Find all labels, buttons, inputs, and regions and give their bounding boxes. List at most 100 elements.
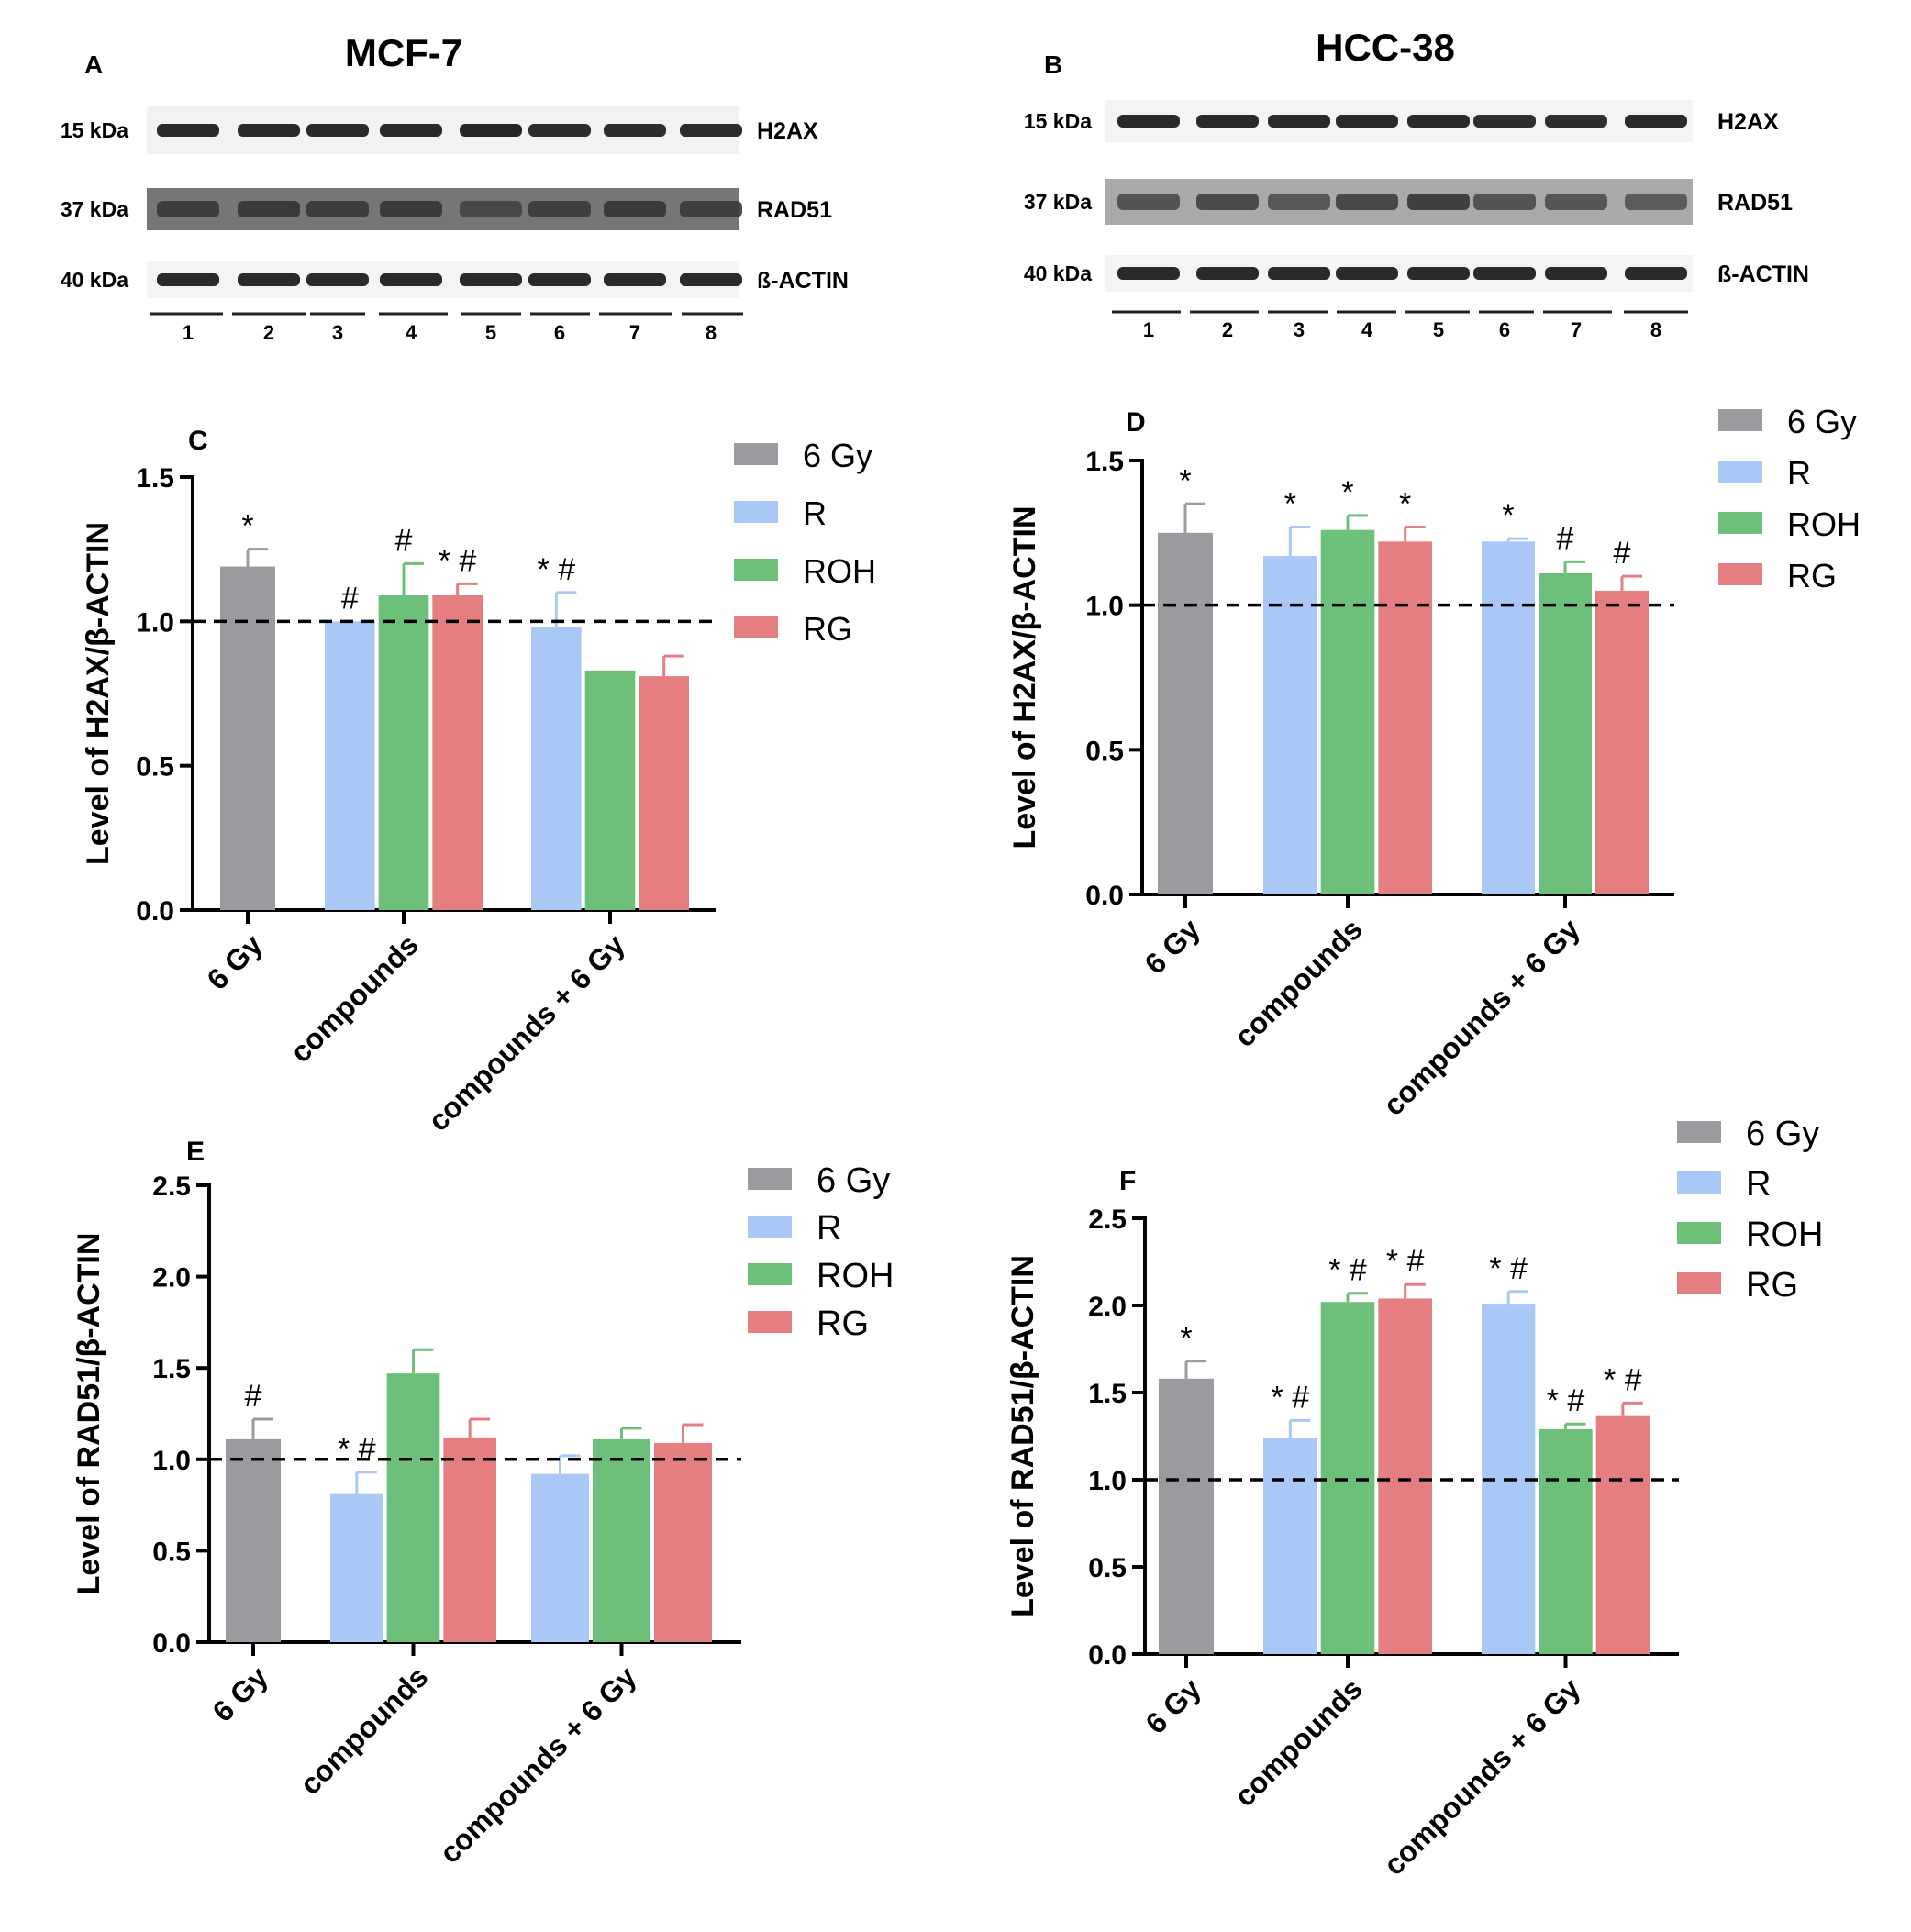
chart-d: D 0.0 0.5 1.0 1.5 Level of H2AX/β-ACTIN * * * * * #… xyxy=(1007,403,1861,1122)
significance-mark: # xyxy=(395,523,413,558)
y-tick-label: 0.0 xyxy=(1085,881,1124,911)
blot-band xyxy=(1545,267,1607,280)
blot-band xyxy=(380,124,442,137)
blot-band xyxy=(238,201,300,217)
significance-mark: * xyxy=(241,509,253,544)
protein-label: H2AX xyxy=(757,118,818,144)
blot-band xyxy=(306,124,369,137)
bar-rg xyxy=(1595,1415,1650,1654)
lane-number: 1 xyxy=(1143,318,1154,341)
y-tick-label: 0.5 xyxy=(152,1537,191,1567)
significance-mark: * xyxy=(1502,498,1514,533)
protein-label: ß-ACTIN xyxy=(1717,261,1809,287)
x-tick-label: compounds xyxy=(294,1660,435,1801)
molecular-weight-label: 15 kDa xyxy=(61,118,128,142)
y-tick-label: 1.0 xyxy=(136,607,174,638)
blot-band xyxy=(1473,115,1536,128)
significance-mark: * xyxy=(1341,475,1353,510)
x-tick-label: compounds + 6 Gy xyxy=(1376,912,1586,1122)
molecular-weight-label: 15 kDa xyxy=(1024,109,1092,133)
molecular-weight-label: 37 kDa xyxy=(1024,190,1092,214)
legend-swatch xyxy=(1718,461,1762,483)
blot-band xyxy=(1196,194,1259,210)
legend-swatch xyxy=(748,1263,792,1285)
blot-title: MCF-7 xyxy=(345,31,462,74)
legend-swatch xyxy=(1718,409,1762,431)
y-tick-label: 1.0 xyxy=(1085,592,1124,622)
blot-band xyxy=(1473,267,1536,280)
blot-band xyxy=(1545,194,1607,210)
bar-r xyxy=(330,1493,383,1642)
bar-r xyxy=(1482,541,1535,894)
blot-band xyxy=(1336,267,1398,280)
blot-band xyxy=(1268,267,1330,280)
legend-label: ROH xyxy=(1787,505,1861,543)
panel-letter-a: A xyxy=(84,50,103,79)
lane-number: 8 xyxy=(1650,318,1661,341)
panel-letter-d: D xyxy=(1126,407,1146,438)
significance-mark: * # xyxy=(439,543,477,578)
significance-mark: # xyxy=(1557,521,1574,556)
significance-mark: # xyxy=(245,1379,262,1414)
panel-letter-f: F xyxy=(1119,1166,1136,1196)
blot-band xyxy=(1407,194,1470,210)
significance-mark: * xyxy=(1179,463,1191,498)
blot-band xyxy=(1196,115,1259,128)
y-tick-label: 0.0 xyxy=(1088,1640,1127,1671)
legend-swatch xyxy=(1677,1272,1721,1294)
y-tick-label: 1.5 xyxy=(136,463,174,494)
significance-mark: * xyxy=(1180,1321,1192,1356)
bar-r xyxy=(325,621,375,910)
lane-number: 5 xyxy=(1433,318,1444,341)
blot-band xyxy=(1336,115,1398,128)
y-tick-label: 0.5 xyxy=(136,752,174,783)
legend-swatch xyxy=(748,1311,792,1333)
x-tick-label: compounds + 6 Gy xyxy=(433,1660,643,1870)
lane-number: 1 xyxy=(183,321,194,344)
x-tick-label: 6 Gy xyxy=(200,927,269,996)
legend-swatch xyxy=(1718,512,1762,534)
blot-band xyxy=(1545,115,1607,128)
blot-band xyxy=(157,124,219,137)
lane-number: 3 xyxy=(332,321,343,344)
blot-band xyxy=(528,124,591,137)
legend-label: RG xyxy=(803,610,852,648)
legend-label: R xyxy=(817,1209,841,1248)
molecular-weight-label: 37 kDa xyxy=(61,197,128,221)
blot-title: HCC-38 xyxy=(1316,26,1455,69)
blot-band xyxy=(1117,194,1180,210)
y-tick-label: 2.5 xyxy=(1088,1205,1127,1235)
significance-mark: * xyxy=(1284,487,1296,522)
protein-label: RAD51 xyxy=(757,197,832,223)
legend-swatch xyxy=(734,443,778,465)
molecular-weight-label: 40 kDa xyxy=(61,268,128,292)
blot-band xyxy=(1268,115,1330,128)
bar-r xyxy=(531,1473,589,1642)
bar-roh xyxy=(1539,1428,1593,1654)
significance-mark: * # xyxy=(1386,1244,1425,1279)
significance-mark: # xyxy=(1614,536,1631,571)
legend-label: R xyxy=(803,494,827,532)
blot-band xyxy=(1625,267,1687,280)
blot-band xyxy=(1473,194,1536,210)
y-axis-label: Level of RAD51/β-ACTIN xyxy=(1005,1255,1040,1617)
y-axis-label: Level of RAD51/β-ACTIN xyxy=(72,1233,106,1595)
bar-rg xyxy=(443,1437,496,1642)
lane-number: 7 xyxy=(1571,318,1582,341)
x-tick-label: compounds xyxy=(1228,912,1369,1053)
lane-number: 3 xyxy=(1294,318,1305,341)
chart-c: C 0.0 0.5 1.0 1.5 Level of H2AX/β-ACTIN * # # * #… xyxy=(81,426,876,1138)
y-tick-label: 0.5 xyxy=(1088,1553,1127,1583)
blot-band xyxy=(460,273,522,286)
lane-number: 4 xyxy=(406,321,417,344)
legend-label: 6 Gy xyxy=(1787,403,1857,440)
x-tick-label: 6 Gy xyxy=(1139,1671,1207,1740)
legend-swatch xyxy=(1677,1121,1721,1143)
legend-swatch xyxy=(734,501,778,523)
lane-number: 2 xyxy=(1222,318,1233,341)
blot-band xyxy=(528,201,591,217)
blot-band xyxy=(1117,267,1180,280)
blot-band xyxy=(604,273,666,286)
bar-6-gy xyxy=(1159,1378,1214,1654)
panel-letter-b: B xyxy=(1044,50,1062,79)
